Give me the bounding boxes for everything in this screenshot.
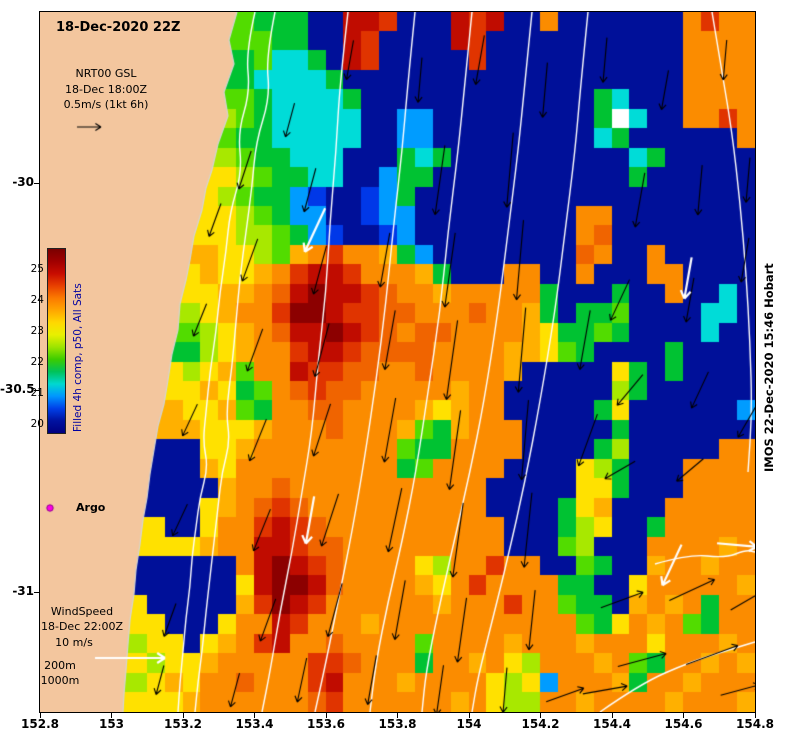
colorbar-tick-label: 23: [30, 325, 44, 337]
argo-label: Argo: [76, 501, 106, 514]
colorbar-tick-label: 22: [30, 356, 44, 368]
colorbar-gradient: [47, 248, 66, 434]
x-axis-tick: [468, 713, 470, 718]
isobath-200m-label: 200m: [44, 659, 76, 672]
x-axis-tick-label: 153.6: [307, 717, 345, 731]
x-axis-tick-label: 153: [98, 717, 125, 731]
y-axis-tick: [34, 182, 40, 184]
x-axis-tick: [683, 713, 684, 718]
x-axis-tick-label: 154.4: [593, 717, 631, 731]
colorbar-tick-label: 21: [30, 387, 44, 399]
x-axis-tick-label: 153.8: [378, 717, 417, 731]
x-axis-tick-label: 153.4: [235, 717, 274, 731]
x-axis-tick: [254, 713, 255, 718]
isobath-1000m-label: 1000m: [40, 674, 80, 687]
x-axis-tick-label: 153.2: [164, 717, 202, 731]
x-axis-tick: [540, 713, 541, 718]
sst-field-canvas: [40, 12, 755, 712]
colorbar-tick-label: 20: [30, 418, 44, 430]
gsl-product-label: NRT00 GSL: [75, 67, 137, 80]
gsl-time-label: 18-Dec 18:00Z: [65, 82, 147, 96]
x-axis-tick-label: 154: [456, 717, 482, 731]
x-axis-tick-label: 154.6: [664, 717, 703, 731]
y-axis-tick: [34, 389, 40, 391]
x-axis-tick-label: 154.2: [521, 717, 560, 731]
imos-credit: IMOS 22-Dec-2020 15:46 Hobart: [762, 263, 776, 472]
x-axis-tick: [754, 713, 756, 718]
gsl-scale-label: 0.5m/s (1kt 6h): [63, 98, 149, 111]
wind-legend-time: 18-Dec 22:00Z: [41, 620, 123, 633]
gsl-legend: NRT00 GSL 18-Dec 18:00Z 0.5m/s (1kt 6h): [42, 66, 170, 113]
y-axis-tick: [34, 591, 40, 593]
y-axis-tick-label: -30: [12, 175, 34, 189]
x-axis-tick: [325, 713, 327, 718]
wind-legend-scale: 10 m/s: [55, 636, 93, 649]
plot-frame: [39, 11, 756, 713]
colorbar-caption: Filled 4h comp, p50, All Sats: [72, 283, 84, 432]
colorbar-tick-label: 24: [30, 294, 44, 306]
map-datetime-title: 18-Dec-2020 22Z: [56, 20, 181, 35]
wind-legend-title: WindSpeed: [50, 605, 114, 618]
colorbar-tick-label: 25: [30, 263, 44, 275]
y-axis-tick-label: -30.5: [0, 382, 35, 396]
y-axis-tick-label: -31: [12, 584, 34, 598]
x-axis-tick: [39, 713, 41, 718]
x-axis-tick: [111, 713, 112, 718]
x-axis-tick: [397, 713, 398, 718]
x-axis-tick: [182, 713, 184, 718]
x-axis-tick-label: 152.8: [21, 717, 59, 731]
x-axis-tick-label: 154.8: [736, 717, 774, 731]
x-axis-tick: [611, 713, 613, 718]
